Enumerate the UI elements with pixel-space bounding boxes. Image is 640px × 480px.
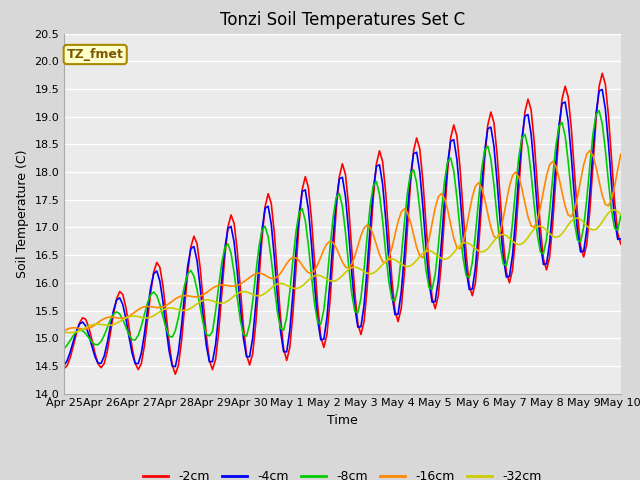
-4cm bbox=[524, 112, 532, 118]
-2cm bbox=[617, 241, 625, 247]
-2cm bbox=[172, 372, 179, 377]
-32cm bbox=[330, 278, 337, 284]
-32cm bbox=[617, 212, 625, 217]
Line: -4cm: -4cm bbox=[64, 89, 621, 367]
-4cm bbox=[143, 307, 151, 313]
-8cm bbox=[143, 300, 151, 306]
-8cm bbox=[60, 346, 68, 352]
-32cm bbox=[109, 322, 117, 327]
-8cm bbox=[326, 245, 334, 251]
-16cm bbox=[521, 200, 529, 206]
-32cm bbox=[524, 234, 532, 240]
Y-axis label: Soil Temperature (C): Soil Temperature (C) bbox=[16, 149, 29, 278]
-8cm bbox=[330, 214, 337, 220]
-4cm bbox=[332, 198, 340, 204]
-8cm bbox=[521, 132, 529, 137]
-4cm bbox=[106, 323, 115, 329]
-2cm bbox=[106, 330, 115, 336]
-32cm bbox=[147, 314, 154, 320]
-32cm bbox=[611, 207, 618, 213]
Line: -8cm: -8cm bbox=[64, 111, 621, 349]
-16cm bbox=[330, 240, 337, 246]
-4cm bbox=[617, 236, 625, 241]
-16cm bbox=[215, 282, 223, 288]
-4cm bbox=[330, 236, 337, 241]
-2cm bbox=[332, 207, 340, 213]
-8cm bbox=[617, 212, 625, 218]
-2cm bbox=[218, 291, 226, 297]
-16cm bbox=[326, 239, 334, 244]
-32cm bbox=[60, 329, 68, 335]
-8cm bbox=[215, 283, 223, 289]
-16cm bbox=[586, 148, 594, 154]
-32cm bbox=[67, 330, 74, 336]
-32cm bbox=[332, 277, 340, 283]
-4cm bbox=[218, 276, 226, 282]
-4cm bbox=[172, 364, 179, 370]
-2cm bbox=[524, 96, 532, 102]
-2cm bbox=[143, 317, 151, 323]
-2cm bbox=[330, 253, 337, 259]
Line: -16cm: -16cm bbox=[64, 151, 621, 331]
X-axis label: Time: Time bbox=[327, 414, 358, 427]
Title: Tonzi Soil Temperatures Set C: Tonzi Soil Temperatures Set C bbox=[220, 11, 465, 29]
-2cm bbox=[598, 71, 606, 76]
-16cm bbox=[617, 151, 625, 157]
-2cm bbox=[60, 366, 68, 372]
-4cm bbox=[60, 362, 68, 368]
Line: -2cm: -2cm bbox=[64, 73, 621, 374]
-4cm bbox=[598, 86, 606, 92]
Line: -32cm: -32cm bbox=[64, 210, 621, 333]
Legend: -2cm, -4cm, -8cm, -16cm, -32cm: -2cm, -4cm, -8cm, -16cm, -32cm bbox=[138, 465, 547, 480]
-16cm bbox=[106, 314, 115, 320]
-16cm bbox=[143, 303, 151, 309]
Text: TZ_fmet: TZ_fmet bbox=[67, 48, 124, 61]
-16cm bbox=[60, 328, 68, 334]
-8cm bbox=[595, 108, 603, 114]
-32cm bbox=[218, 300, 226, 306]
-8cm bbox=[106, 317, 115, 323]
